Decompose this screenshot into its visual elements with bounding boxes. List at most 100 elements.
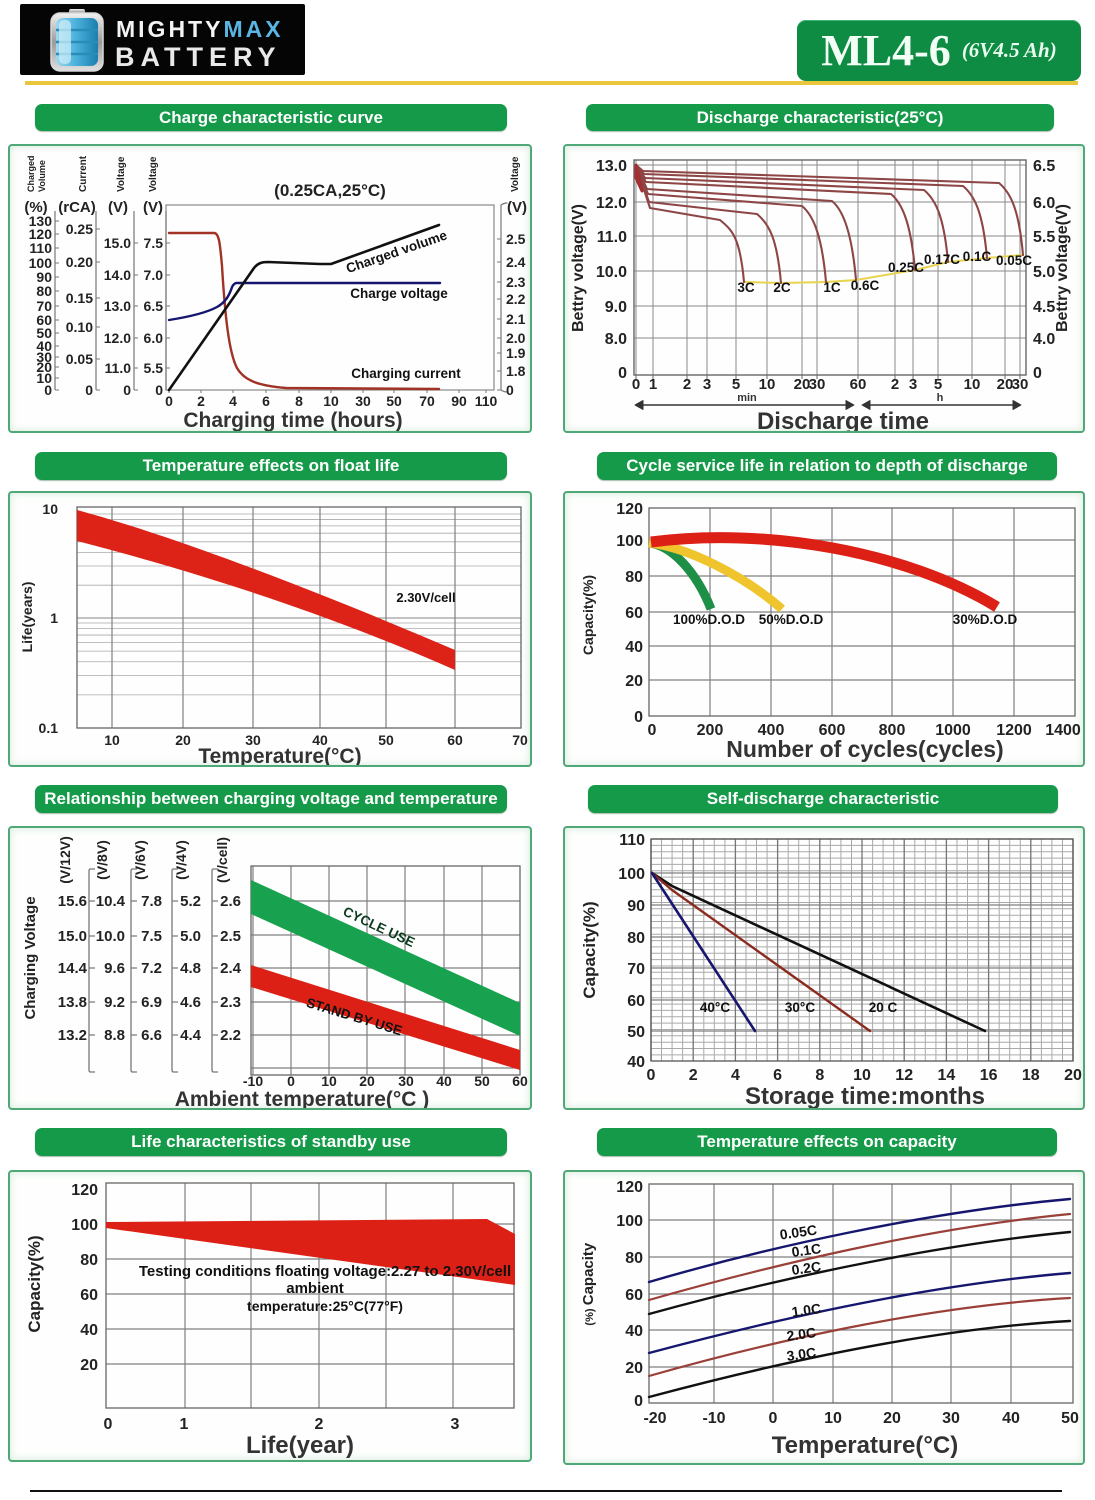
svg-text:20: 20 (997, 376, 1014, 393)
svg-text:(V/cell): (V/cell) (214, 837, 230, 883)
svg-text:50: 50 (386, 393, 402, 409)
svg-text:70: 70 (512, 732, 528, 748)
svg-text:Charging current: Charging current (351, 366, 461, 381)
svg-text:20: 20 (794, 376, 811, 393)
svg-text:0: 0 (44, 382, 52, 398)
svg-text:3: 3 (451, 1416, 460, 1433)
svg-text:30: 30 (1012, 376, 1029, 393)
svg-text:3: 3 (909, 376, 917, 393)
svg-text:0: 0 (104, 1416, 113, 1433)
svg-text:30: 30 (809, 376, 826, 393)
svg-text:Capacity: Capacity (580, 1242, 597, 1305)
svg-text:40: 40 (80, 1322, 98, 1339)
svg-text:130: 130 (29, 213, 53, 229)
svg-text:10: 10 (36, 370, 52, 386)
svg-text:13.0: 13.0 (596, 158, 627, 175)
svg-text:4.5: 4.5 (1033, 299, 1055, 316)
svg-text:9.6: 9.6 (104, 960, 125, 977)
svg-text:12.0: 12.0 (104, 330, 131, 346)
svg-text:Charging time (hours): Charging time (hours) (183, 409, 402, 431)
svg-text:Discharge time: Discharge time (757, 408, 929, 431)
svg-text:(V): (V) (143, 199, 163, 216)
svg-text:Capacity(%): Capacity(%) (580, 575, 596, 655)
svg-text:0.10: 0.10 (66, 319, 93, 335)
svg-text:100: 100 (616, 533, 643, 550)
svg-text:40: 40 (36, 338, 52, 354)
svg-text:400: 400 (758, 722, 785, 739)
svg-text:10: 10 (321, 1073, 337, 1089)
svg-text:2.6: 2.6 (220, 893, 241, 910)
svg-text:1.8: 1.8 (506, 363, 526, 379)
svg-text:40: 40 (625, 639, 643, 656)
svg-text:Voltage: Voltage (510, 156, 521, 192)
svg-text:90: 90 (451, 393, 467, 409)
svg-text:20: 20 (625, 673, 643, 690)
svg-text:0: 0 (85, 382, 93, 398)
svg-text:70: 70 (627, 961, 645, 978)
svg-text:70: 70 (419, 393, 435, 409)
svg-text:3.0C: 3.0C (786, 1344, 818, 1364)
svg-text:8: 8 (295, 393, 303, 409)
svg-text:2.5: 2.5 (506, 231, 526, 247)
svg-text:0.25C: 0.25C (888, 260, 924, 275)
svg-text:5.0: 5.0 (180, 928, 201, 945)
svg-text:(0.25CA,25°C): (0.25CA,25°C) (274, 181, 386, 200)
svg-text:Capacity(%): Capacity(%) (580, 901, 599, 998)
svg-text:-10: -10 (243, 1073, 263, 1089)
svg-text:5: 5 (732, 376, 740, 393)
svg-text:60: 60 (625, 1287, 643, 1304)
svg-text:Charged: Charged (26, 155, 36, 192)
svg-text:(%): (%) (584, 1308, 596, 1325)
svg-text:Temperature(°C): Temperature(°C) (198, 745, 361, 765)
svg-text:Voltage: Voltage (116, 156, 127, 192)
svg-text:14: 14 (938, 1067, 956, 1084)
svg-text:20 C: 20 C (869, 1000, 898, 1015)
svg-text:8: 8 (815, 1067, 824, 1084)
svg-text:30%D.O.D: 30%D.O.D (953, 612, 1018, 627)
svg-text:2: 2 (315, 1416, 324, 1433)
svg-text:40: 40 (312, 732, 328, 748)
svg-text:0.25: 0.25 (66, 221, 93, 237)
svg-text:2.0: 2.0 (506, 330, 526, 346)
svg-text:2.5: 2.5 (220, 928, 241, 945)
svg-text:100: 100 (71, 1217, 98, 1234)
svg-text:80: 80 (625, 569, 643, 586)
svg-text:2.2: 2.2 (506, 291, 526, 307)
svg-text:0.1C: 0.1C (791, 1240, 823, 1260)
svg-text:20: 20 (175, 732, 191, 748)
svg-text:18: 18 (1022, 1067, 1040, 1084)
svg-text:4: 4 (731, 1067, 740, 1084)
svg-text:2.3: 2.3 (506, 274, 526, 290)
svg-text:0: 0 (769, 1410, 778, 1427)
svg-text:6.5: 6.5 (144, 298, 164, 314)
svg-text:0: 0 (287, 1073, 295, 1089)
svg-text:10: 10 (42, 501, 58, 517)
svg-text:10: 10 (323, 393, 339, 409)
svg-text:13.8: 13.8 (58, 994, 87, 1011)
svg-text:(V/12V): (V/12V) (57, 836, 73, 883)
svg-text:50: 50 (474, 1073, 490, 1089)
svg-text:100: 100 (618, 866, 645, 883)
svg-text:110: 110 (619, 832, 645, 849)
svg-text:80: 80 (625, 1250, 643, 1267)
svg-text:50: 50 (627, 1024, 645, 1041)
svg-text:20: 20 (625, 1360, 643, 1377)
svg-text:11.0: 11.0 (105, 360, 132, 376)
svg-text:0: 0 (634, 1393, 643, 1410)
svg-text:100: 100 (616, 1213, 643, 1230)
svg-text:80: 80 (627, 930, 645, 947)
svg-text:1: 1 (649, 376, 657, 393)
svg-text:ambient: ambient (286, 1280, 344, 1297)
svg-text:40: 40 (625, 1323, 643, 1340)
svg-text:0.05C: 0.05C (996, 253, 1032, 268)
svg-text:11.0: 11.0 (597, 229, 627, 246)
svg-text:2: 2 (197, 393, 205, 409)
svg-text:60: 60 (850, 376, 867, 393)
svg-text:Charged volume: Charged volume (344, 227, 449, 276)
svg-text:MIGHTYMAX: MIGHTYMAX (116, 16, 284, 42)
svg-text:h: h (937, 392, 944, 404)
svg-text:Testing conditions floating vo: Testing conditions floating voltage:2.27… (139, 1263, 511, 1280)
svg-text:14.4: 14.4 (58, 960, 88, 977)
svg-text:2C: 2C (773, 280, 791, 295)
svg-text:0: 0 (1033, 365, 1042, 382)
